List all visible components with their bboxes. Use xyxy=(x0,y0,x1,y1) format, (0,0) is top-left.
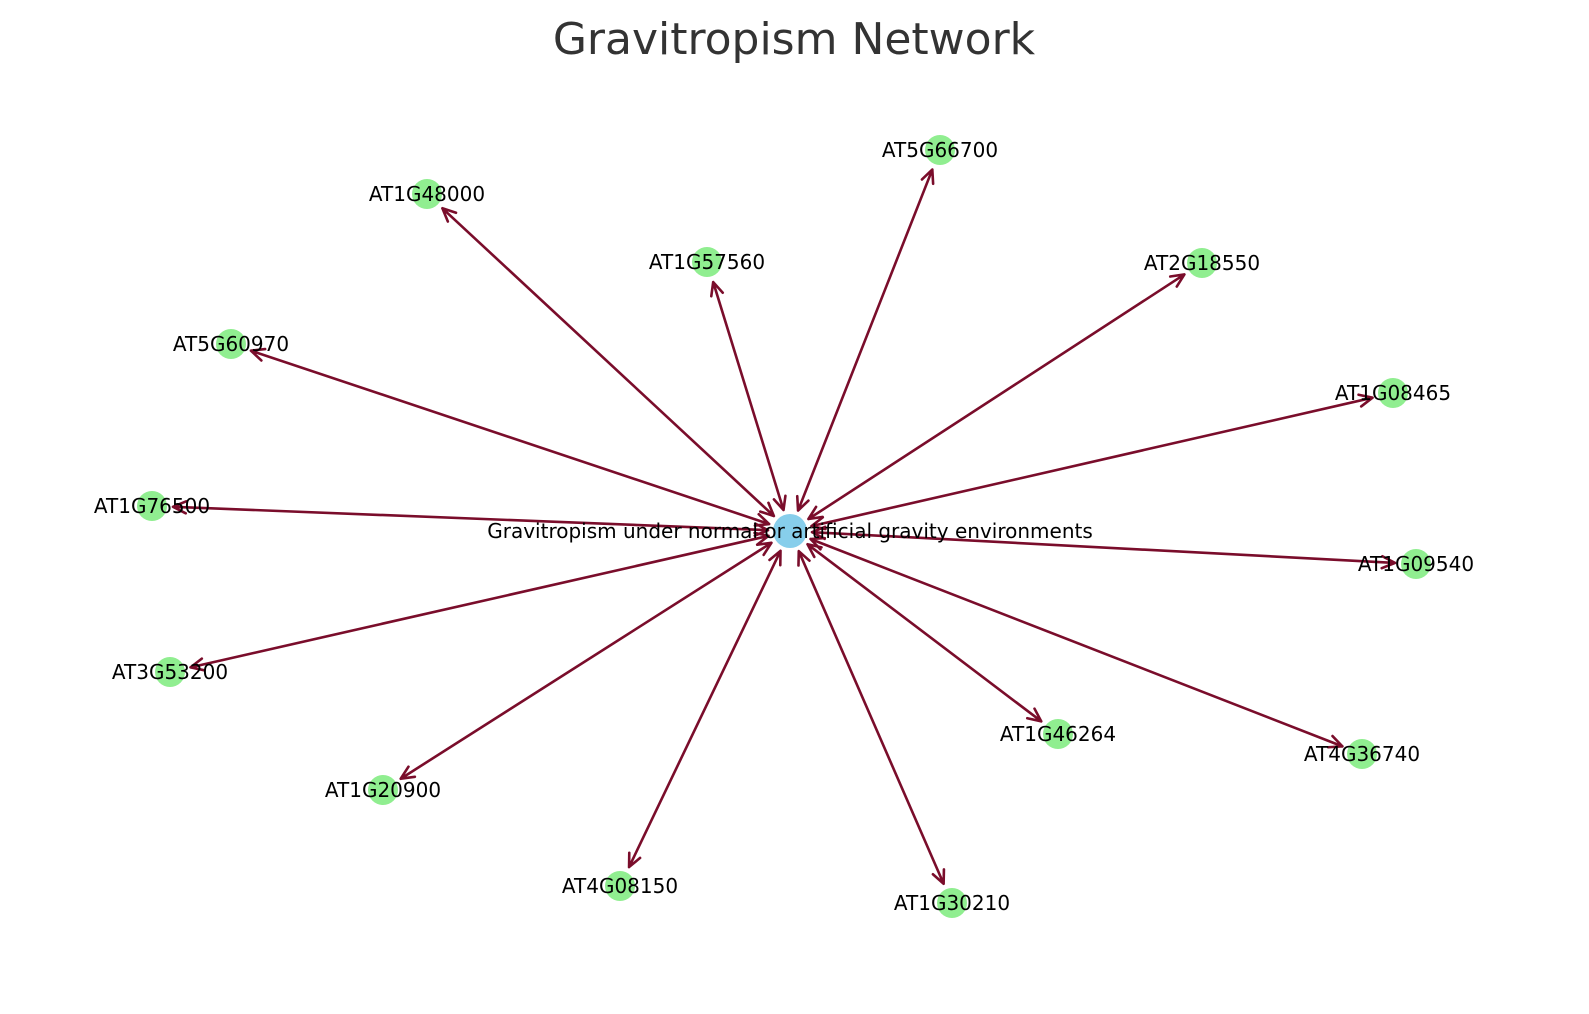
gene-label-at1g46264: AT1G46264 xyxy=(1000,722,1116,746)
gene-node-at5g66700 xyxy=(925,135,955,165)
edge-at1g09540 xyxy=(810,525,1397,570)
gene-label-at1g08465: AT1G08465 xyxy=(1335,381,1451,405)
edges-layer xyxy=(171,168,1397,886)
gene-label-at5g66700: AT5G66700 xyxy=(882,138,998,162)
edge-at1g20900 xyxy=(399,541,773,781)
gene-node-at1g46264 xyxy=(1043,719,1073,749)
gene-label-at4g36740: AT4G36740 xyxy=(1304,742,1420,766)
gene-node-at1g76500 xyxy=(137,491,167,521)
gene-label-at2g18550: AT2G18550 xyxy=(1144,251,1260,275)
gene-label-at3g53200: AT3G53200 xyxy=(112,660,228,684)
gene-label-at1g76500: AT1G76500 xyxy=(94,494,210,518)
gene-node-at5g60970 xyxy=(216,329,246,359)
gene-node-at1g09540 xyxy=(1401,549,1431,579)
edge-at1g57560 xyxy=(709,280,787,512)
edge-at5g66700 xyxy=(795,168,935,512)
edge-at3g53200 xyxy=(189,531,770,672)
gene-node-at1g48000 xyxy=(412,179,442,209)
labels-layer: AT5G66700 AT1G48000 AT1G57560 AT2G18550 AT5G… xyxy=(94,138,1474,915)
edge-at1g46264 xyxy=(806,542,1043,723)
diagram-title: Gravitropism Network xyxy=(553,14,1036,65)
edge-at4g36740 xyxy=(809,536,1344,749)
gene-node-at4g08150 xyxy=(605,871,635,901)
gene-node-at1g57560 xyxy=(692,247,722,277)
nodes-layer xyxy=(137,135,1431,918)
gene-label-at1g20900: AT1G20900 xyxy=(325,778,441,802)
gene-node-at1g30210 xyxy=(937,888,967,918)
edge-at1g30210 xyxy=(797,549,946,886)
edge-at5g60970 xyxy=(249,347,771,527)
edge-at1g48000 xyxy=(441,206,776,518)
gene-node-at4g36740 xyxy=(1347,739,1377,769)
edge-at2g18550 xyxy=(807,273,1186,521)
gene-label-at1g09540: AT1G09540 xyxy=(1358,552,1474,576)
gene-label-at5g60970: AT5G60970 xyxy=(173,332,289,356)
gene-label-at1g30210: AT1G30210 xyxy=(894,891,1010,915)
edge-at4g08150 xyxy=(627,549,782,869)
gene-node-at2g18550 xyxy=(1187,248,1217,278)
gene-label-at1g57560: AT1G57560 xyxy=(649,250,765,274)
center-node xyxy=(773,514,807,548)
center-node-label: Gravitropism under normal or artificial … xyxy=(487,519,1093,543)
gene-label-at1g48000: AT1G48000 xyxy=(369,182,485,206)
gene-node-at3g53200 xyxy=(155,657,185,687)
gene-node-at1g08465 xyxy=(1378,378,1408,408)
gene-label-at4g08150: AT4G08150 xyxy=(562,874,678,898)
gene-node-at1g20900 xyxy=(368,775,398,805)
